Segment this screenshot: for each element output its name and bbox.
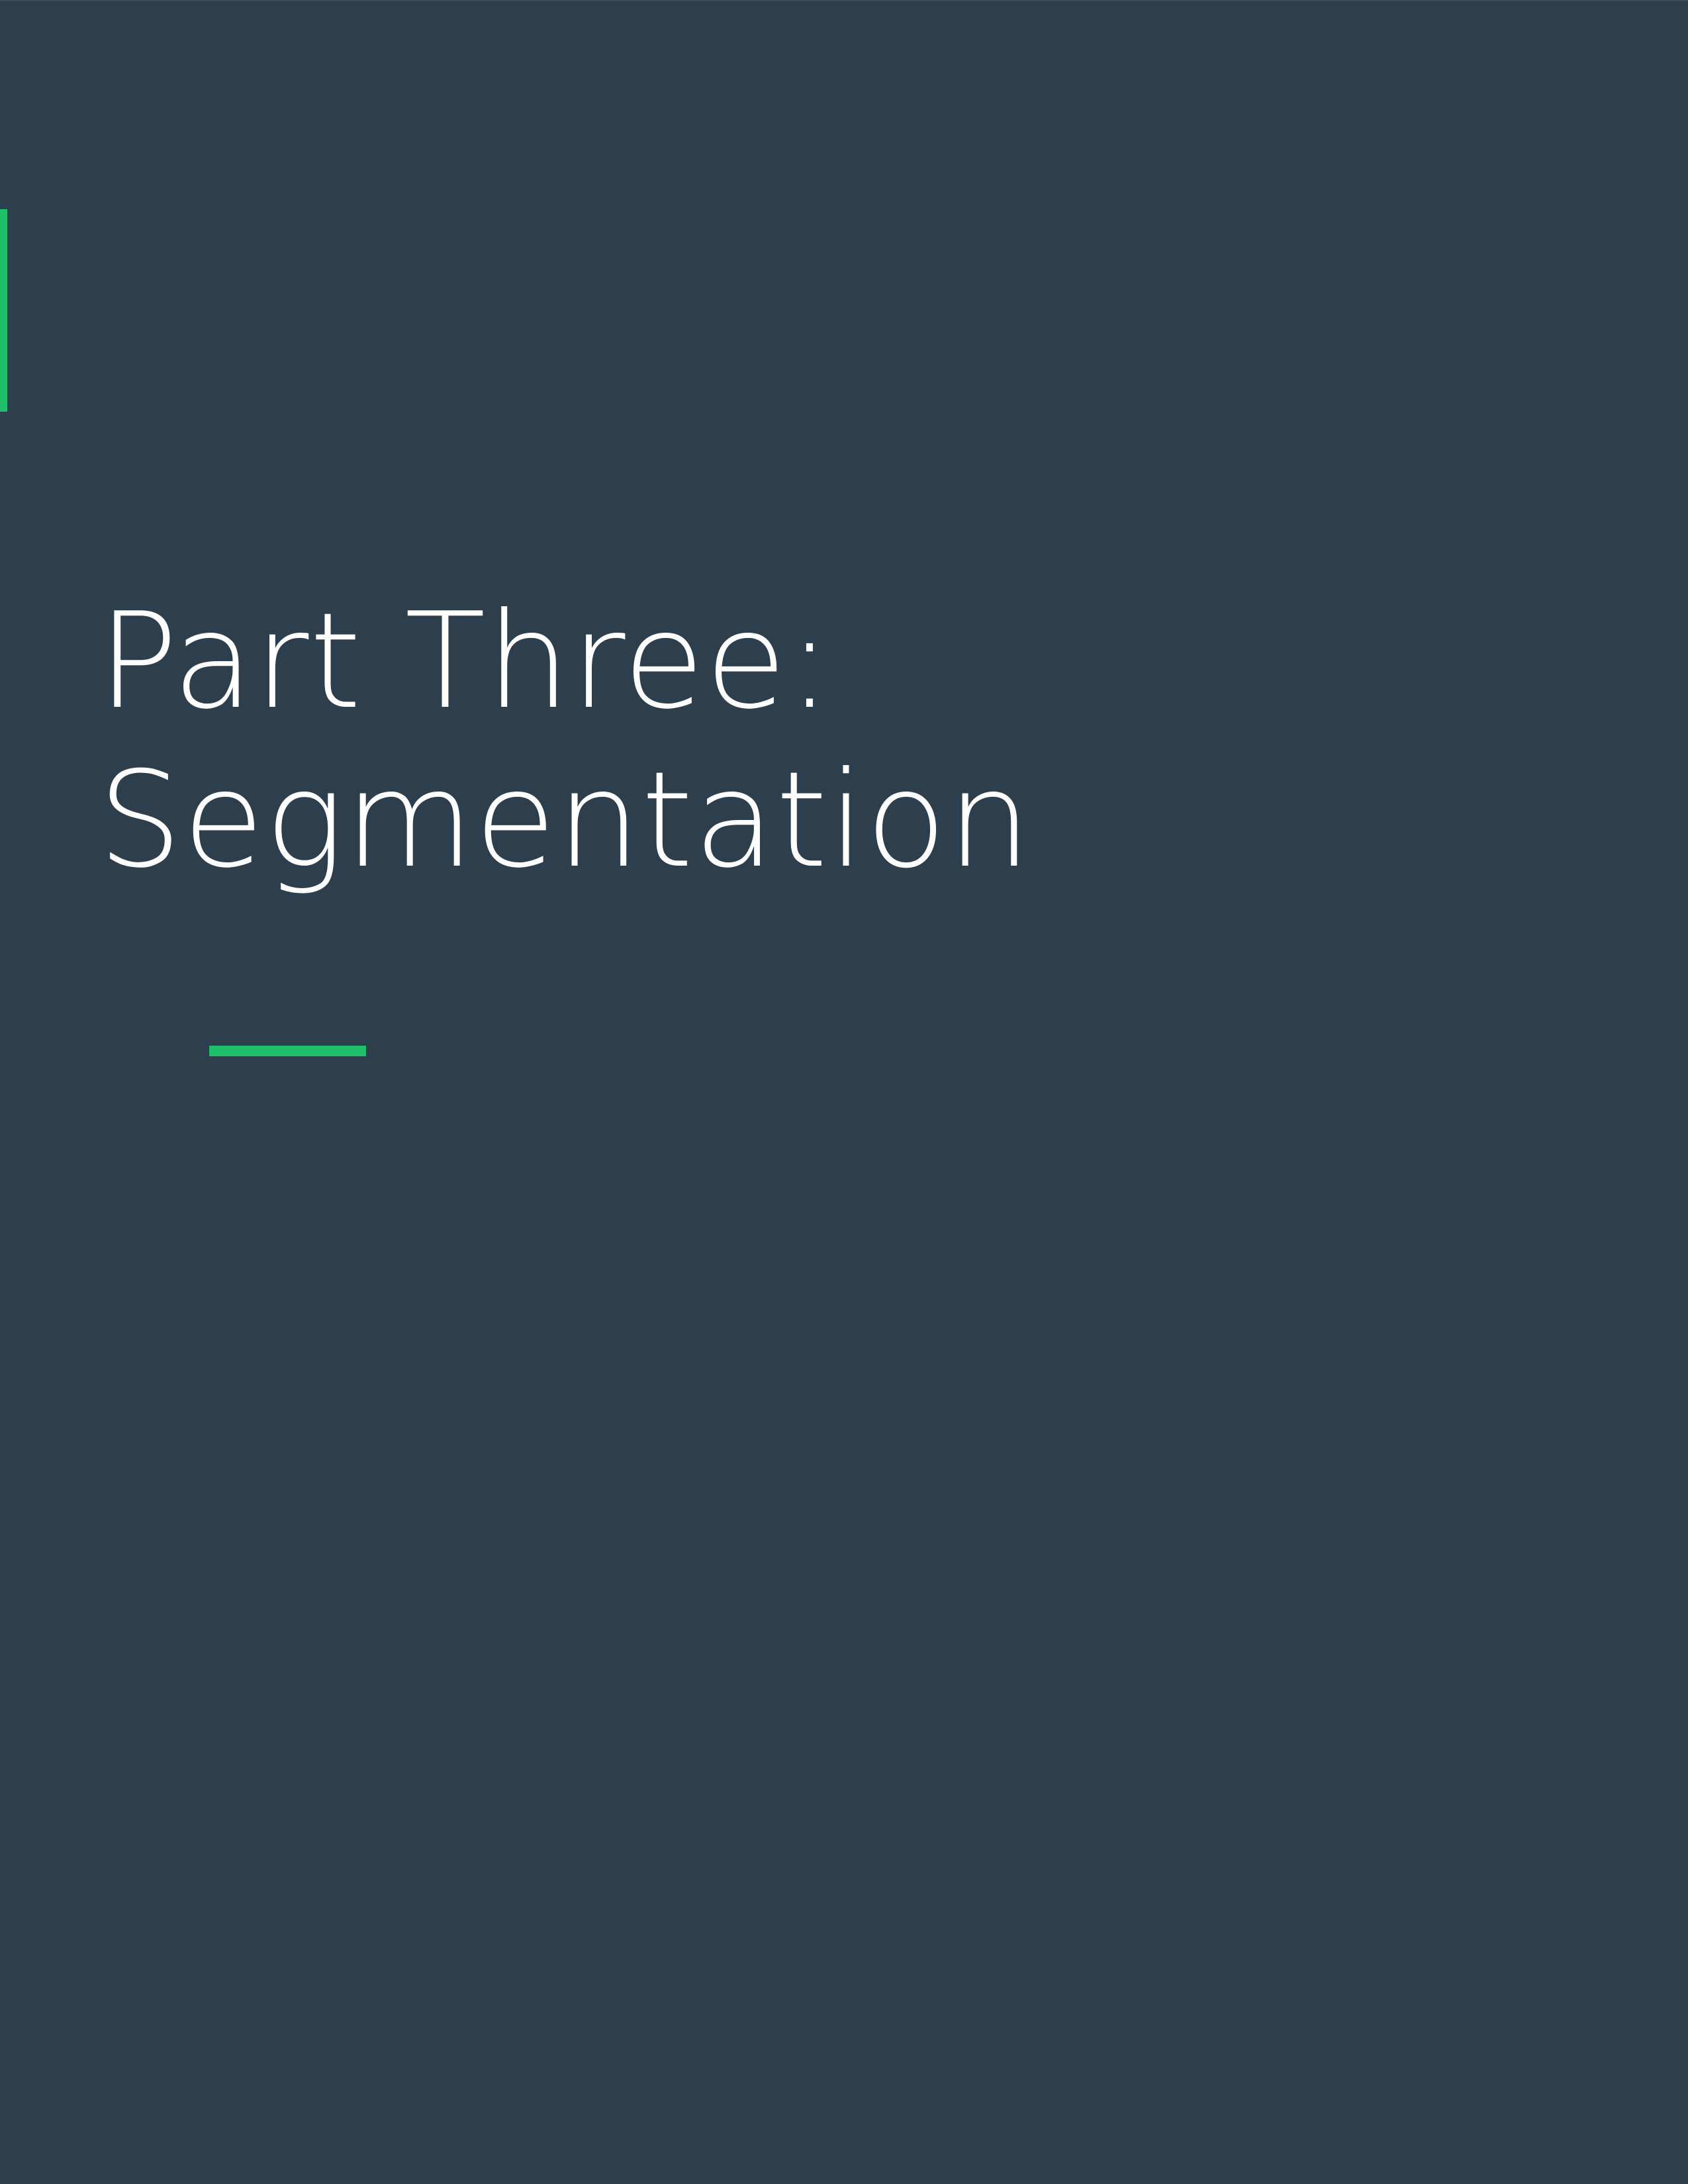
left-accent-bar [0, 209, 7, 412]
page-top-edge [0, 0, 1688, 1]
section-title: Part Three: Segmentation [98, 582, 1032, 900]
section-title-line-1: Part Three: [98, 584, 833, 739]
title-underline-accent [209, 1046, 366, 1056]
section-title-line-2: Segmentation [98, 743, 1032, 897]
